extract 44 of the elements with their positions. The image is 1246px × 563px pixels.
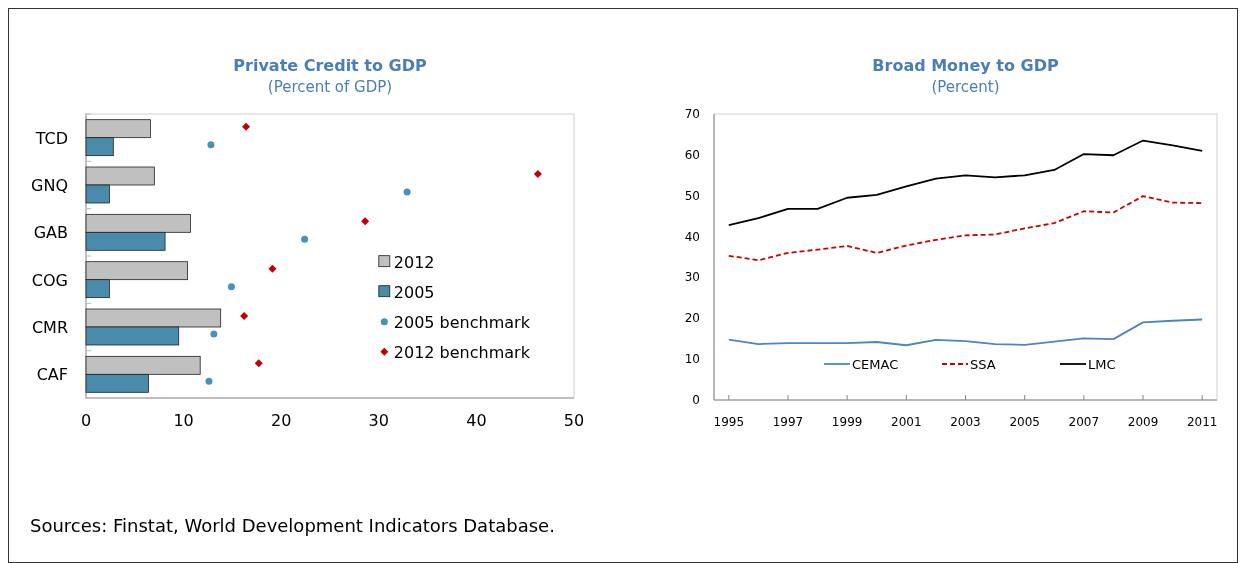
y-tick-label: GNQ	[31, 176, 68, 195]
x-tick-label: 2007	[1068, 415, 1100, 429]
y-tick-label: CMR	[31, 318, 68, 337]
x-tick-label: 40	[466, 411, 487, 430]
legend-label: 2005 benchmark	[393, 312, 531, 332]
y-tick-label: TCD	[34, 128, 68, 148]
legend-label: LMC	[1088, 357, 1116, 372]
x-tick-label: 20	[271, 411, 292, 430]
y-tick-label: 10	[684, 352, 700, 367]
line-series	[727, 139, 1204, 227]
legend-label: 2005	[393, 282, 435, 302]
x-tick-label: 0	[80, 411, 92, 430]
y-tick-label: 40	[684, 229, 700, 244]
x-tick-label: 2001	[891, 415, 922, 429]
x-tick-label: 1997	[772, 415, 804, 429]
chart-subtitle: (Percent of GDP)	[267, 78, 393, 96]
x-tick-label: 2009	[1127, 415, 1159, 429]
legend-label: CEMAC	[852, 357, 899, 372]
source-note: Sources: Finstat, World Development Indicators Database.	[30, 515, 555, 536]
chart-title: Broad Money to GDP	[872, 56, 1059, 75]
x-tick-label: 2005	[1009, 415, 1040, 429]
chart-subtitle: (Percent)	[931, 78, 1000, 96]
x-tick-label: 10	[173, 411, 194, 430]
y-tick-label: 30	[684, 270, 700, 285]
legend-label: 2012	[393, 252, 435, 272]
y-tick-label: 60	[684, 147, 700, 162]
legend-label: SSA	[970, 357, 996, 372]
line-series	[727, 195, 1204, 262]
x-tick-label: 1999	[831, 415, 863, 429]
y-tick-label: 70	[684, 107, 700, 121]
chart-title: Private Credit to GDP	[233, 56, 427, 75]
x-tick-label: 1995	[713, 415, 745, 429]
legend-label: 2012 benchmark	[393, 342, 531, 362]
x-tick-label: 2011	[1186, 415, 1218, 429]
y-tick-label: CAF	[36, 365, 68, 385]
x-tick-label: 2003	[950, 415, 981, 429]
y-tick-label: 0	[692, 393, 700, 407]
y-tick-label: GAB	[33, 223, 68, 243]
y-tick-label: 20	[684, 311, 700, 326]
y-tick-label: COG	[31, 270, 68, 290]
y-tick-label: 50	[684, 188, 700, 203]
line-series	[727, 318, 1204, 347]
x-tick-label: 50	[563, 411, 585, 430]
x-tick-label: 30	[368, 411, 389, 430]
